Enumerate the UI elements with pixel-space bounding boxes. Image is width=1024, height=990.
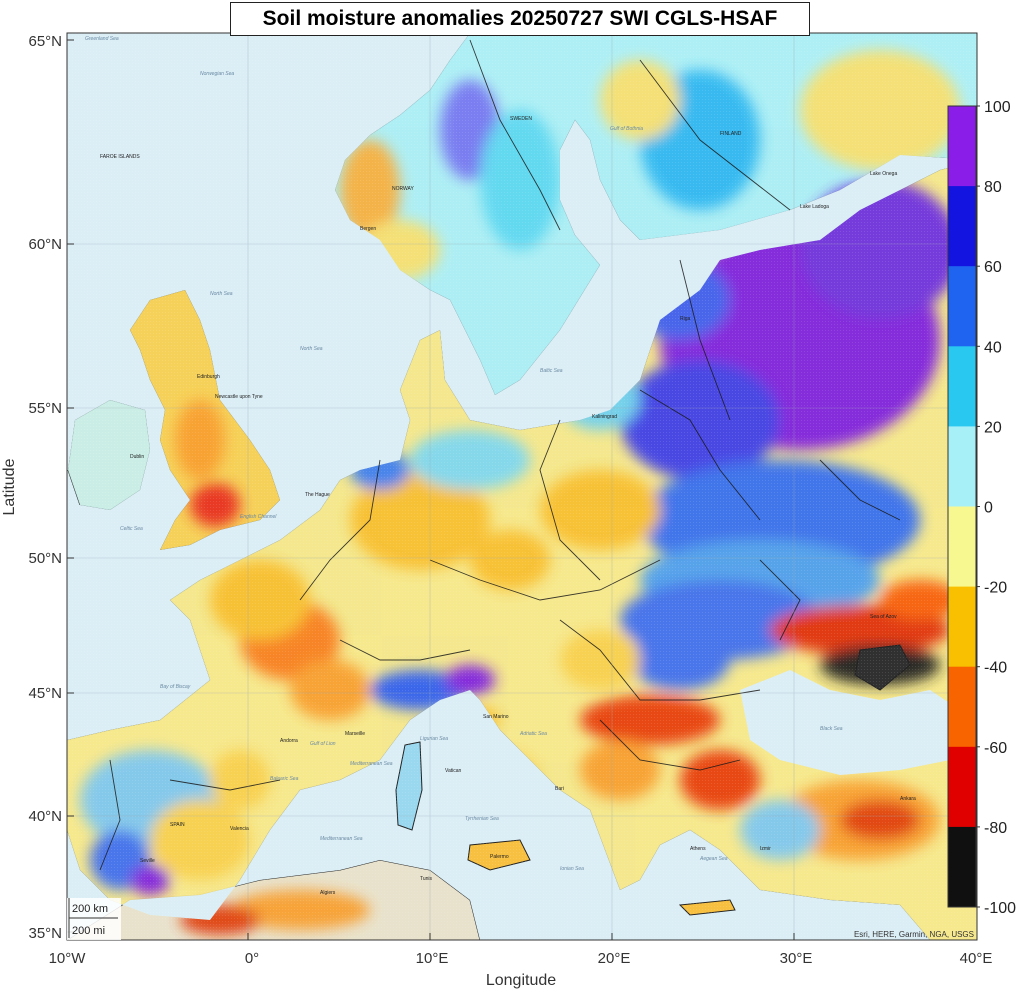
- label-sweden: SWEDEN: [510, 116, 532, 122]
- scale-bar: 200 km 200 mi: [67, 898, 121, 940]
- y-tick-60n: 60°N: [28, 236, 62, 253]
- label-san-marino: San Marino: [483, 714, 509, 720]
- colorbar-segment: [948, 746, 976, 828]
- colorbar-tick-label: 80: [984, 179, 1002, 196]
- label-faroe-islands: FAROE ISLANDS: [100, 154, 140, 160]
- colorbar: 100 80 60 40 20 0 -20 -40 -60 -80 -100: [947, 99, 1016, 917]
- scale-km: 200 km: [72, 903, 108, 915]
- label-black-sea: Black Sea: [820, 726, 843, 732]
- x-tick-30e: 30°E: [780, 950, 813, 967]
- label-bari: Bari: [555, 786, 564, 792]
- label-dublin: Dublin: [130, 454, 144, 460]
- label-andorra: Andorra: [280, 738, 298, 744]
- colorbar-segment: [948, 346, 976, 427]
- x-tick-10e: 10°E: [416, 950, 449, 967]
- label-north-sea-1: North Sea: [210, 291, 233, 297]
- label-celtic-sea: Celtic Sea: [120, 526, 143, 532]
- label-izmir: Izmir: [760, 846, 771, 852]
- label-mediterranean-2: Mediterranean Sea: [320, 836, 363, 842]
- colorbar-tick-label: -80: [984, 820, 1007, 837]
- label-algiers: Algiers: [320, 890, 336, 896]
- label-balearic-sea: Balearic Sea: [270, 776, 299, 782]
- colorbar-tick-label: -60: [984, 740, 1007, 757]
- colorbar-segment: [948, 426, 976, 507]
- label-mediterranean-1: Mediterranean Sea: [350, 761, 393, 767]
- label-norwegian-sea-1: Norwegian Sea: [200, 71, 234, 77]
- colorbar-segment: [948, 266, 976, 347]
- x-tick-10w: 10°W: [49, 950, 87, 967]
- label-gulf-of-bothnia: Gulf of Bothnia: [610, 126, 643, 132]
- label-lake-ladoga: Lake Ladoga: [800, 204, 829, 210]
- x-axis-label: Longitude: [486, 972, 556, 989]
- label-aegean-sea: Aegean Sea: [699, 856, 728, 862]
- label-vatican: Vatican: [445, 768, 462, 774]
- label-riga: Riga: [680, 316, 691, 322]
- attribution: Esri, HERE, Garmin, NGA, USGS: [854, 930, 974, 939]
- colorbar-tick-label: 0: [984, 500, 993, 517]
- y-tick-50n: 50°N: [28, 550, 62, 567]
- label-ligurian-sea: Ligurian Sea: [420, 736, 448, 742]
- map-labels: Greenland Sea Norwegian Sea North Sea No…: [85, 36, 916, 896]
- label-athens: Athens: [690, 846, 706, 852]
- country-borders: [99, 39, 901, 871]
- graticule: [67, 33, 977, 940]
- x-tick-20e: 20°E: [598, 950, 631, 967]
- colorbar-segment: [948, 586, 976, 668]
- y-axis-label: Latitude: [1, 458, 18, 515]
- label-gulf-of-lion: Gulf of Lion: [310, 741, 336, 747]
- colorbar-segment: [948, 666, 976, 748]
- label-norway: NORWAY: [392, 186, 415, 192]
- label-the-hague: The Hague: [305, 492, 330, 498]
- label-newcastle: Newcastle upon Tyne: [215, 394, 263, 400]
- label-greenland-sea: Greenland Sea: [85, 36, 119, 42]
- y-tick-35n: 35°N: [28, 925, 62, 942]
- colorbar-tick-label: -40: [984, 660, 1007, 677]
- label-marseille: Marseille: [345, 731, 365, 737]
- colorbar-segment: [948, 826, 976, 908]
- y-tick-55n: 55°N: [28, 400, 62, 417]
- colorbar-tick-label: 60: [984, 259, 1002, 276]
- scale-mi: 200 mi: [72, 925, 105, 937]
- label-edinburgh: Edinburgh: [197, 374, 220, 380]
- label-finland: FINLAND: [720, 131, 742, 137]
- label-bay-of-biscay: Bay of Biscay: [160, 684, 191, 690]
- label-baltic-sea: Baltic Sea: [540, 368, 563, 374]
- map-title: Soil moisture anomalies 20250727 SWI CGL…: [230, 2, 810, 36]
- y-tick-65n: 65°N: [28, 33, 62, 50]
- y-tick-labels: 65°N 60°N 55°N 50°N 45°N 40°N 35°N: [28, 33, 62, 942]
- label-bergen: Bergen: [360, 226, 376, 232]
- label-tunis: Tunis: [420, 876, 433, 882]
- y-tick-45n: 45°N: [28, 685, 62, 702]
- label-kaliningrad: Kaliningrad: [592, 414, 617, 420]
- label-sea-of-azov: Sea of Azov: [870, 614, 897, 620]
- label-palermo: Palermo: [490, 854, 509, 860]
- label-ankara: Ankara: [900, 796, 916, 802]
- label-english-channel: English Channel: [240, 514, 277, 520]
- colorbar-tick-label: -20: [984, 580, 1007, 597]
- colorbar-segment: [948, 186, 976, 267]
- colorbar-segment: [948, 506, 976, 588]
- label-north-sea-2: North Sea: [300, 346, 323, 352]
- colorbar-segment: [948, 106, 976, 187]
- label-spain: SPAIN: [170, 822, 185, 828]
- label-lake-onega: Lake Onega: [870, 171, 897, 177]
- colorbar-tick-label: 20: [984, 419, 1002, 436]
- x-tick-40e: 40°E: [960, 950, 993, 967]
- x-tick-labels: 10°W 0° 10°E 20°E 30°E 40°E: [49, 950, 993, 967]
- colorbar-tick-label: -100: [984, 900, 1016, 917]
- y-tick-40n: 40°N: [28, 808, 62, 825]
- label-adriatic-sea: Adriatic Sea: [519, 731, 547, 737]
- label-valencia: Valencia: [230, 826, 249, 832]
- x-tick-0: 0°: [245, 950, 259, 967]
- colorbar-tick-label: 100: [984, 99, 1011, 116]
- label-ionian-sea: Ionian Sea: [560, 866, 584, 872]
- label-seville: Seville: [140, 858, 155, 864]
- label-tyrrhenian-sea: Tyrrhenian Sea: [465, 816, 499, 822]
- colorbar-tick-label: 40: [984, 339, 1002, 356]
